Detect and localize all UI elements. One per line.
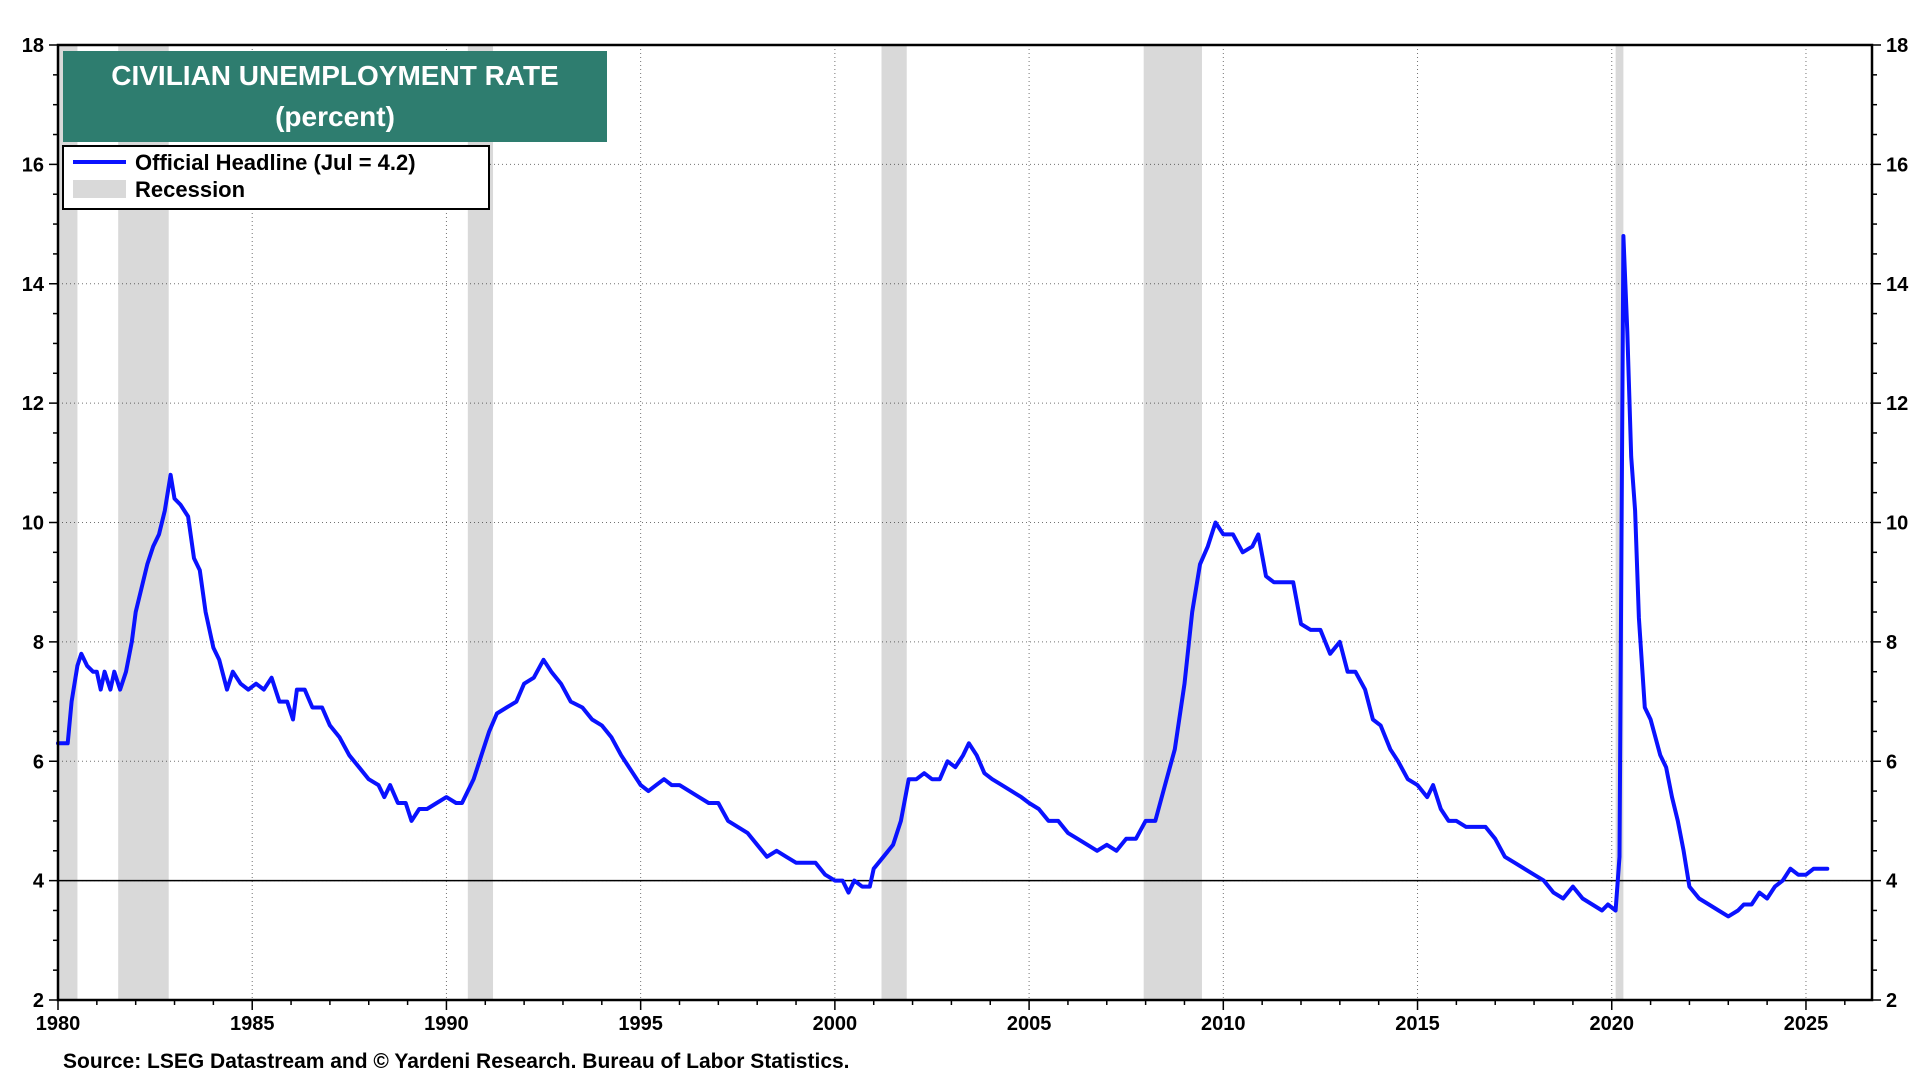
legend-label-headline: Official Headline (Jul = 4.2) bbox=[135, 150, 416, 175]
x-tick-label-1985: 1985 bbox=[230, 1013, 275, 1035]
title-background bbox=[63, 51, 607, 142]
y-tick-label-right: 14 bbox=[1886, 274, 1909, 296]
y-tick-label-left: 18 bbox=[22, 35, 44, 57]
y-tick-label-left: 12 bbox=[22, 393, 44, 415]
legend-recession-swatch bbox=[73, 180, 126, 198]
series-line-0 bbox=[56, 234, 1830, 919]
x-tick-label-1990: 1990 bbox=[424, 1013, 469, 1035]
legend: Official Headline (Jul = 4.2) Recession bbox=[62, 145, 490, 210]
chart-title: CIVILIAN UNEMPLOYMENT RATE bbox=[111, 60, 558, 91]
y-tick-label-right: 16 bbox=[1886, 154, 1908, 176]
source-note: Source: LSEG Datastream and © Yardeni Re… bbox=[63, 1050, 850, 1073]
recession-band-5 bbox=[1615, 45, 1624, 1000]
x-tick-label-1995: 1995 bbox=[618, 1013, 663, 1035]
y-tick-label-right: 10 bbox=[1886, 513, 1908, 535]
legend-label-recession: Recession bbox=[135, 177, 245, 202]
x-tick-label-2005: 2005 bbox=[1007, 1013, 1052, 1035]
recession-band-4 bbox=[1143, 45, 1202, 1000]
y-tick-label-right: 2 bbox=[1886, 990, 1897, 1012]
axes: 2 2 4 4 6 6 8 8 10 10 12 12 14 14 16 16 18 18 1980 1985 1990… bbox=[22, 35, 1909, 1035]
y-tick-label-left: 16 bbox=[22, 154, 44, 176]
chart-subtitle: (percent) bbox=[275, 101, 395, 132]
x-tick-label-2010: 2010 bbox=[1201, 1013, 1246, 1035]
y-tick-label-right: 8 bbox=[1886, 632, 1897, 654]
y-tick-label-left: 6 bbox=[33, 751, 44, 773]
y-tick-label-left: 4 bbox=[33, 871, 45, 893]
x-tick-label-2000: 2000 bbox=[813, 1013, 858, 1035]
y-tick-label-right: 6 bbox=[1886, 751, 1897, 773]
title-box: CIVILIAN UNEMPLOYMENT RATE (percent) bbox=[63, 51, 607, 142]
y-tick-label-left: 10 bbox=[22, 513, 44, 535]
x-tick-label-2020: 2020 bbox=[1589, 1013, 1634, 1035]
y-tick-label-right: 18 bbox=[1886, 35, 1908, 57]
x-tick-label-2015: 2015 bbox=[1395, 1013, 1440, 1035]
y-tick-label-left: 8 bbox=[33, 632, 44, 654]
y-tick-label-left: 14 bbox=[22, 274, 45, 296]
plot-area bbox=[56, 45, 1872, 1000]
y-tick-label-right: 12 bbox=[1886, 393, 1908, 415]
x-tick-label-2025: 2025 bbox=[1784, 1013, 1829, 1035]
x-tick-label-1980: 1980 bbox=[36, 1013, 81, 1035]
y-tick-label-left: 2 bbox=[33, 990, 44, 1012]
legend-box bbox=[62, 145, 490, 210]
y-tick-label-right: 4 bbox=[1886, 871, 1898, 893]
